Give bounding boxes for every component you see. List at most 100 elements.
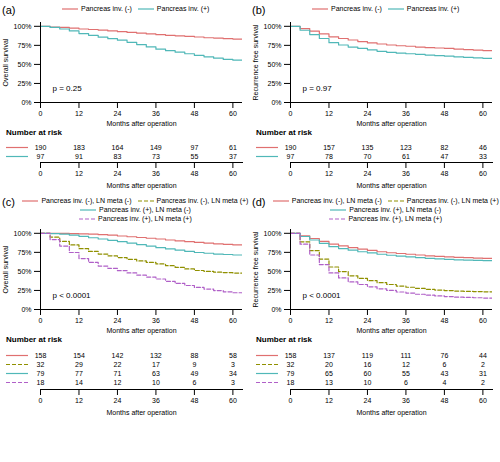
svg-text:10: 10 bbox=[152, 379, 160, 386]
svg-text:60: 60 bbox=[229, 397, 237, 404]
svg-text:100%: 100% bbox=[264, 230, 282, 237]
svg-text:100%: 100% bbox=[264, 23, 282, 30]
svg-text:61: 61 bbox=[402, 153, 410, 160]
svg-text:p < 0.0001: p < 0.0001 bbox=[53, 291, 92, 300]
svg-text:6: 6 bbox=[404, 379, 408, 386]
svg-text:3: 3 bbox=[231, 361, 235, 368]
svg-text:36: 36 bbox=[152, 317, 160, 324]
svg-text:2: 2 bbox=[481, 361, 485, 368]
svg-text:16: 16 bbox=[364, 361, 372, 368]
svg-text:Overall survival: Overall survival bbox=[2, 245, 9, 293]
svg-text:78: 78 bbox=[325, 153, 333, 160]
svg-text:20: 20 bbox=[325, 361, 333, 368]
svg-text:34: 34 bbox=[229, 370, 237, 377]
svg-text:60: 60 bbox=[229, 317, 237, 324]
svg-text:46: 46 bbox=[479, 144, 487, 151]
svg-text:75%: 75% bbox=[17, 42, 31, 49]
svg-text:60: 60 bbox=[479, 170, 487, 177]
svg-text:6: 6 bbox=[442, 361, 446, 368]
svg-text:157: 157 bbox=[323, 144, 335, 151]
svg-text:82: 82 bbox=[441, 144, 449, 151]
svg-text:2: 2 bbox=[481, 379, 485, 386]
svg-text:88: 88 bbox=[191, 352, 199, 359]
svg-text:Months after operation: Months after operation bbox=[356, 409, 426, 417]
svg-text:71: 71 bbox=[114, 370, 122, 377]
svg-text:73: 73 bbox=[152, 153, 160, 160]
svg-text:60: 60 bbox=[229, 170, 237, 177]
svg-text:p = 0.97: p = 0.97 bbox=[303, 84, 333, 93]
svg-text:58: 58 bbox=[229, 352, 237, 359]
svg-text:32: 32 bbox=[37, 361, 45, 368]
svg-text:79: 79 bbox=[287, 370, 295, 377]
svg-text:60: 60 bbox=[479, 397, 487, 404]
svg-text:0: 0 bbox=[39, 110, 43, 117]
svg-text:190: 190 bbox=[35, 144, 47, 151]
svg-text:0: 0 bbox=[289, 170, 293, 177]
svg-text:12: 12 bbox=[325, 317, 333, 324]
svg-text:49: 49 bbox=[191, 370, 199, 377]
svg-text:4: 4 bbox=[442, 379, 446, 386]
svg-text:91: 91 bbox=[75, 153, 83, 160]
svg-text:63: 63 bbox=[152, 370, 160, 377]
svg-text:70: 70 bbox=[364, 153, 372, 160]
svg-text:Recurrence free survival: Recurrence free survival bbox=[252, 231, 259, 307]
svg-text:142: 142 bbox=[112, 352, 124, 359]
svg-text:48: 48 bbox=[441, 170, 449, 177]
svg-text:48: 48 bbox=[191, 110, 199, 117]
svg-text:12: 12 bbox=[325, 170, 333, 177]
svg-text:0%: 0% bbox=[21, 99, 31, 106]
svg-text:24: 24 bbox=[114, 110, 122, 117]
svg-text:32: 32 bbox=[287, 361, 295, 368]
svg-text:12: 12 bbox=[114, 379, 122, 386]
svg-text:164: 164 bbox=[112, 144, 124, 151]
svg-text:55: 55 bbox=[191, 153, 199, 160]
svg-text:14: 14 bbox=[75, 379, 83, 386]
svg-text:48: 48 bbox=[191, 397, 199, 404]
svg-text:12: 12 bbox=[325, 110, 333, 117]
svg-text:12: 12 bbox=[75, 317, 83, 324]
svg-text:0: 0 bbox=[289, 397, 293, 404]
svg-text:79: 79 bbox=[37, 370, 45, 377]
svg-text:0%: 0% bbox=[271, 99, 281, 106]
svg-text:60: 60 bbox=[479, 317, 487, 324]
svg-text:158: 158 bbox=[285, 352, 297, 359]
svg-text:100%: 100% bbox=[14, 23, 32, 30]
svg-text:24: 24 bbox=[364, 170, 372, 177]
svg-text:Months after operation: Months after operation bbox=[356, 327, 426, 335]
svg-text:10: 10 bbox=[364, 379, 372, 386]
svg-text:29: 29 bbox=[75, 361, 83, 368]
svg-text:25%: 25% bbox=[267, 287, 281, 294]
svg-text:13: 13 bbox=[325, 379, 333, 386]
svg-text:111: 111 bbox=[401, 352, 412, 359]
svg-text:36: 36 bbox=[152, 170, 160, 177]
svg-text:p < 0.0001: p < 0.0001 bbox=[303, 291, 342, 300]
svg-text:22: 22 bbox=[114, 361, 122, 368]
svg-text:24: 24 bbox=[364, 397, 372, 404]
svg-text:3: 3 bbox=[231, 379, 235, 386]
svg-text:50%: 50% bbox=[17, 268, 31, 275]
svg-text:25%: 25% bbox=[267, 80, 281, 87]
svg-text:25%: 25% bbox=[17, 287, 31, 294]
svg-text:60: 60 bbox=[479, 110, 487, 117]
svg-text:48: 48 bbox=[441, 110, 449, 117]
svg-text:12: 12 bbox=[325, 397, 333, 404]
svg-text:190: 190 bbox=[285, 144, 297, 151]
svg-text:97: 97 bbox=[37, 153, 45, 160]
svg-text:100%: 100% bbox=[14, 230, 32, 237]
svg-text:77: 77 bbox=[75, 370, 83, 377]
svg-text:50%: 50% bbox=[17, 61, 31, 68]
svg-text:24: 24 bbox=[114, 317, 122, 324]
svg-text:75%: 75% bbox=[267, 42, 281, 49]
svg-text:75%: 75% bbox=[267, 249, 281, 256]
svg-text:25%: 25% bbox=[17, 80, 31, 87]
svg-text:Overall survival: Overall survival bbox=[2, 38, 9, 86]
svg-text:0: 0 bbox=[39, 397, 43, 404]
svg-text:31: 31 bbox=[479, 370, 487, 377]
svg-text:50%: 50% bbox=[267, 268, 281, 275]
svg-text:48: 48 bbox=[441, 317, 449, 324]
svg-text:9: 9 bbox=[192, 361, 196, 368]
svg-text:36: 36 bbox=[402, 317, 410, 324]
svg-text:Months after operation: Months after operation bbox=[106, 182, 176, 190]
svg-text:Months after operation: Months after operation bbox=[106, 120, 176, 128]
svg-text:12: 12 bbox=[402, 361, 410, 368]
